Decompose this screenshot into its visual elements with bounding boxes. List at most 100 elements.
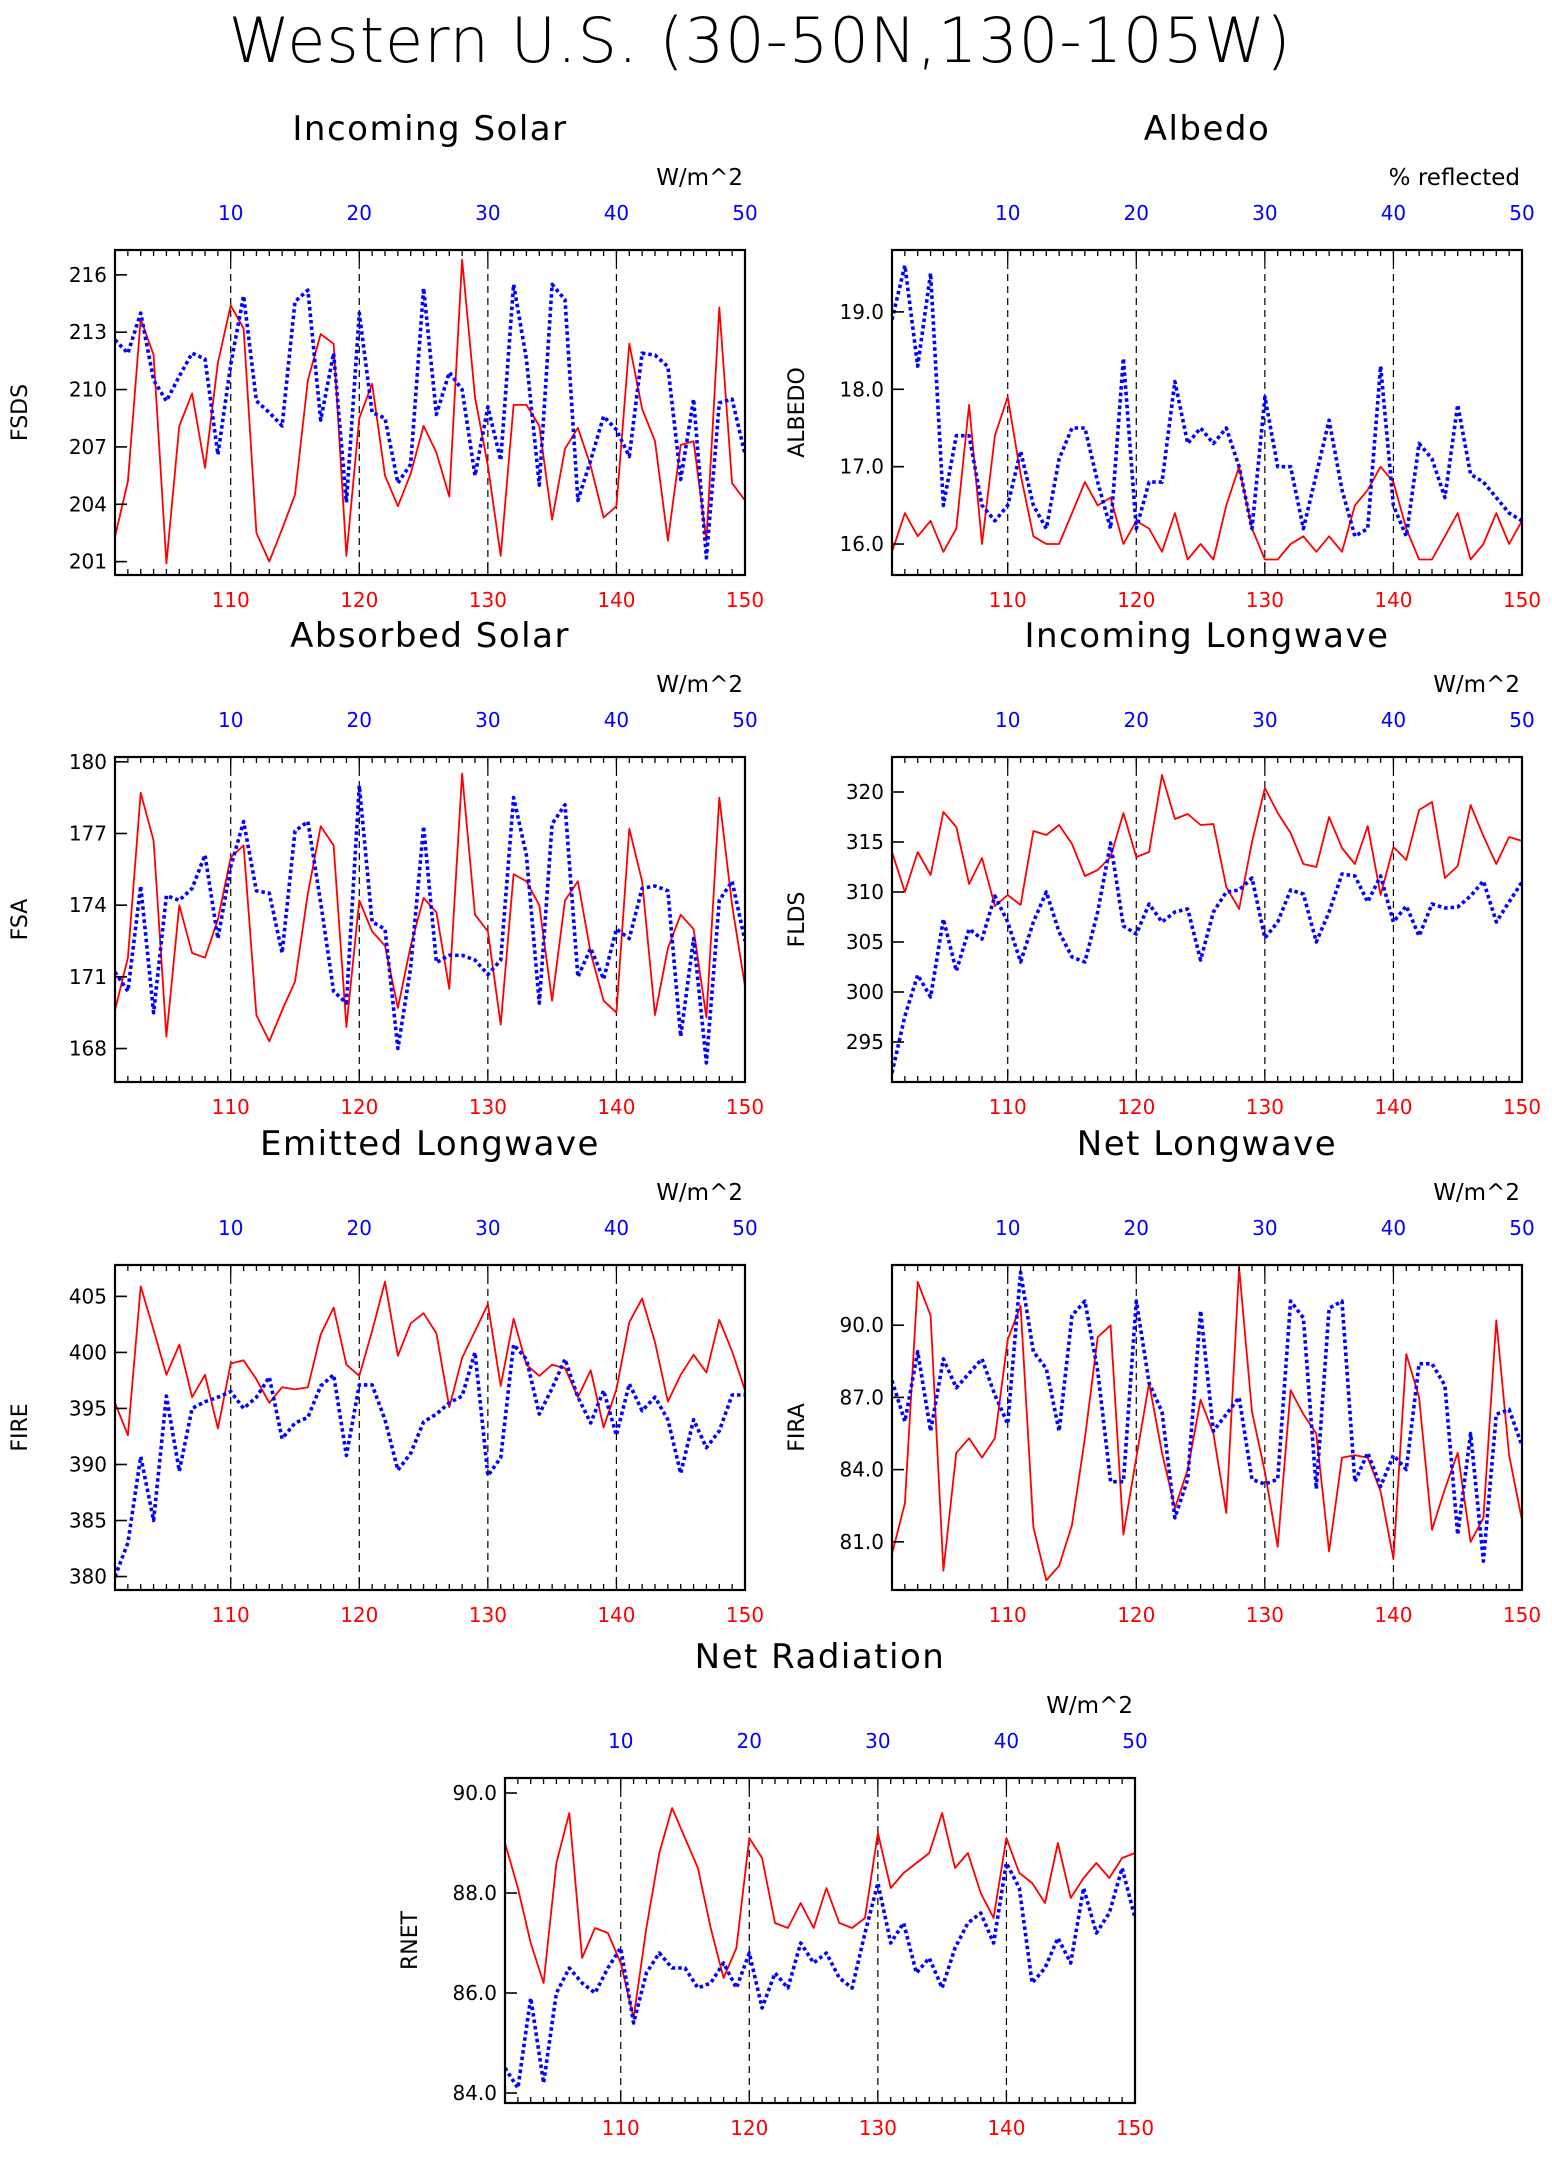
- x-top-tick-label: 40: [1381, 201, 1406, 225]
- panel-title: Incoming Longwave: [1024, 616, 1389, 656]
- y-axis-label: FLDS: [785, 892, 810, 948]
- series-group: [115, 258, 745, 565]
- x-top-tick-label: 10: [218, 708, 243, 732]
- series-group: [892, 774, 1522, 1074]
- blue-dotted-series-line: [115, 1342, 745, 1578]
- y-tick-label: 213: [69, 320, 107, 344]
- x-bottom-tick-label: 120: [340, 588, 378, 612]
- x-top-tick-label: 50: [1509, 708, 1534, 732]
- blue-dotted-series-line: [115, 282, 745, 560]
- x-top-tick-label: 20: [737, 1729, 762, 1753]
- red-solid-series-line: [115, 1280, 745, 1437]
- x-bottom-tick-label: 130: [469, 588, 507, 612]
- x-bottom-tick-label: 130: [469, 1095, 507, 1119]
- x-bottom-tick-label: 130: [1246, 1095, 1284, 1119]
- y-tick-label: 171: [69, 965, 107, 989]
- y-tick-label: 84.0: [839, 1458, 884, 1482]
- x-bottom-tick-label: 140: [1374, 1095, 1412, 1119]
- x-top-tick-label: 50: [732, 1216, 757, 1240]
- x-bottom-tick-label: 130: [859, 2116, 897, 2140]
- y-axis-label: FSA: [8, 899, 33, 941]
- y-tick-label: 87.0: [839, 1385, 884, 1409]
- plot-frame: [113, 755, 747, 1084]
- series-group: [115, 1280, 745, 1578]
- panel-title: Albedo: [1144, 109, 1271, 149]
- x-bottom-tick-label: 130: [1246, 588, 1284, 612]
- x-bottom-tick-label: 110: [212, 1095, 250, 1119]
- y-tick-label: 210: [69, 378, 107, 402]
- x-bottom-tick-label: 140: [1374, 588, 1412, 612]
- x-top-tick-label: 20: [1124, 708, 1149, 732]
- x-top-tick-label: 50: [1122, 1729, 1147, 1753]
- x-bottom-tick-label: 140: [987, 2116, 1025, 2140]
- panel-title: Net Longwave: [1077, 1124, 1337, 1164]
- y-tick-label: 204: [69, 492, 107, 516]
- panel-albedo: Albedo % reflected 16.0 17.0 18.0 19.0 ALBEDO 1…: [785, 109, 1541, 612]
- x-top-tick-label: 30: [475, 1216, 500, 1240]
- x-bottom-tick-label: 150: [1503, 588, 1541, 612]
- blue-dotted-series-line: [892, 841, 1522, 1074]
- y-tick-label: 84.0: [452, 2081, 497, 2105]
- x-bottom-tick-label: 110: [989, 1603, 1027, 1627]
- series-group: [892, 1266, 1522, 1582]
- red-solid-series-line: [892, 774, 1522, 910]
- x-top-tick-label: 20: [347, 708, 372, 732]
- y-axis-label: RNET: [398, 1910, 423, 1970]
- plot-frame: [890, 248, 1524, 577]
- y-tick-label: 90.0: [452, 1781, 497, 1805]
- y-tick-label: 395: [69, 1396, 107, 1420]
- x-top-tick-label: 10: [218, 1216, 243, 1240]
- x-bottom-tick-label: 130: [1246, 1603, 1284, 1627]
- y-axis-label: FIRA: [785, 1403, 810, 1452]
- x-top-tick-label: 40: [604, 708, 629, 732]
- x-top-tick-label: 10: [995, 708, 1020, 732]
- y-tick-label: 81.0: [839, 1530, 884, 1554]
- x-bottom-tick-label: 150: [726, 588, 764, 612]
- units-label: W/m^2: [1433, 672, 1520, 698]
- x-bottom-tick-label: 110: [212, 588, 250, 612]
- x-bottom-tick-label: 120: [1117, 1095, 1155, 1119]
- y-tick-label: 320: [846, 780, 884, 804]
- y-tick-label: 17.0: [839, 455, 884, 479]
- plot-frame: [890, 1263, 1524, 1592]
- y-tick-label: 180: [69, 750, 107, 774]
- x-top-tick-label: 40: [994, 1729, 1019, 1753]
- series-group: [505, 1807, 1135, 2090]
- x-top-tick-label: 30: [1252, 708, 1277, 732]
- panel-title: Net Radiation: [695, 1637, 946, 1677]
- panel-emitted-longwave: Emitted Longwave W/m^2 380 385 390 395 400 405 F…: [8, 1124, 764, 1627]
- x-top-tick-label: 20: [1124, 1216, 1149, 1240]
- x-top-tick-label: 10: [218, 201, 243, 225]
- x-top-tick-label: 30: [1252, 201, 1277, 225]
- x-bottom-tick-label: 150: [1116, 2116, 1154, 2140]
- series-group: [115, 772, 745, 1065]
- x-top-tick-label: 20: [347, 1216, 372, 1240]
- y-tick-label: 300: [846, 980, 884, 1004]
- x-top-tick-label: 50: [732, 708, 757, 732]
- panels-container: Incoming Solar W/m^2 201 204 207 210 213 216 FSD…: [8, 109, 1541, 2140]
- x-top-tick-label: 10: [608, 1729, 633, 1753]
- x-top-tick-label: 40: [604, 201, 629, 225]
- y-tick-label: 19.0: [839, 300, 884, 324]
- panel-net-radiation: Net Radiation W/m^2 84.0 86.0 88.0 90.0 RNET 11…: [398, 1637, 1154, 2140]
- y-tick-label: 207: [69, 435, 107, 459]
- y-tick-label: 88.0: [452, 1881, 497, 1905]
- blue-dotted-series-line: [892, 1270, 1522, 1563]
- panel-title: Incoming Solar: [292, 109, 567, 149]
- units-label: % reflected: [1389, 165, 1520, 191]
- x-bottom-tick-label: 120: [340, 1095, 378, 1119]
- y-tick-label: 390: [69, 1452, 107, 1476]
- y-tick-label: 90.0: [839, 1313, 884, 1337]
- series-group: [892, 263, 1522, 561]
- y-tick-label: 216: [69, 263, 107, 287]
- x-bottom-tick-label: 120: [340, 1603, 378, 1627]
- x-bottom-tick-label: 140: [597, 588, 635, 612]
- x-top-tick-label: 10: [995, 1216, 1020, 1240]
- x-bottom-tick-label: 140: [597, 1603, 635, 1627]
- y-tick-label: 380: [69, 1565, 107, 1589]
- plot-frame: [890, 755, 1524, 1084]
- x-bottom-tick-label: 110: [989, 1095, 1027, 1119]
- y-axis-label: ALBEDO: [785, 367, 810, 458]
- x-top-tick-label: 30: [475, 708, 500, 732]
- panel-incoming-longwave: Incoming Longwave W/m^2 295 300 305 310 315 320…: [785, 616, 1541, 1119]
